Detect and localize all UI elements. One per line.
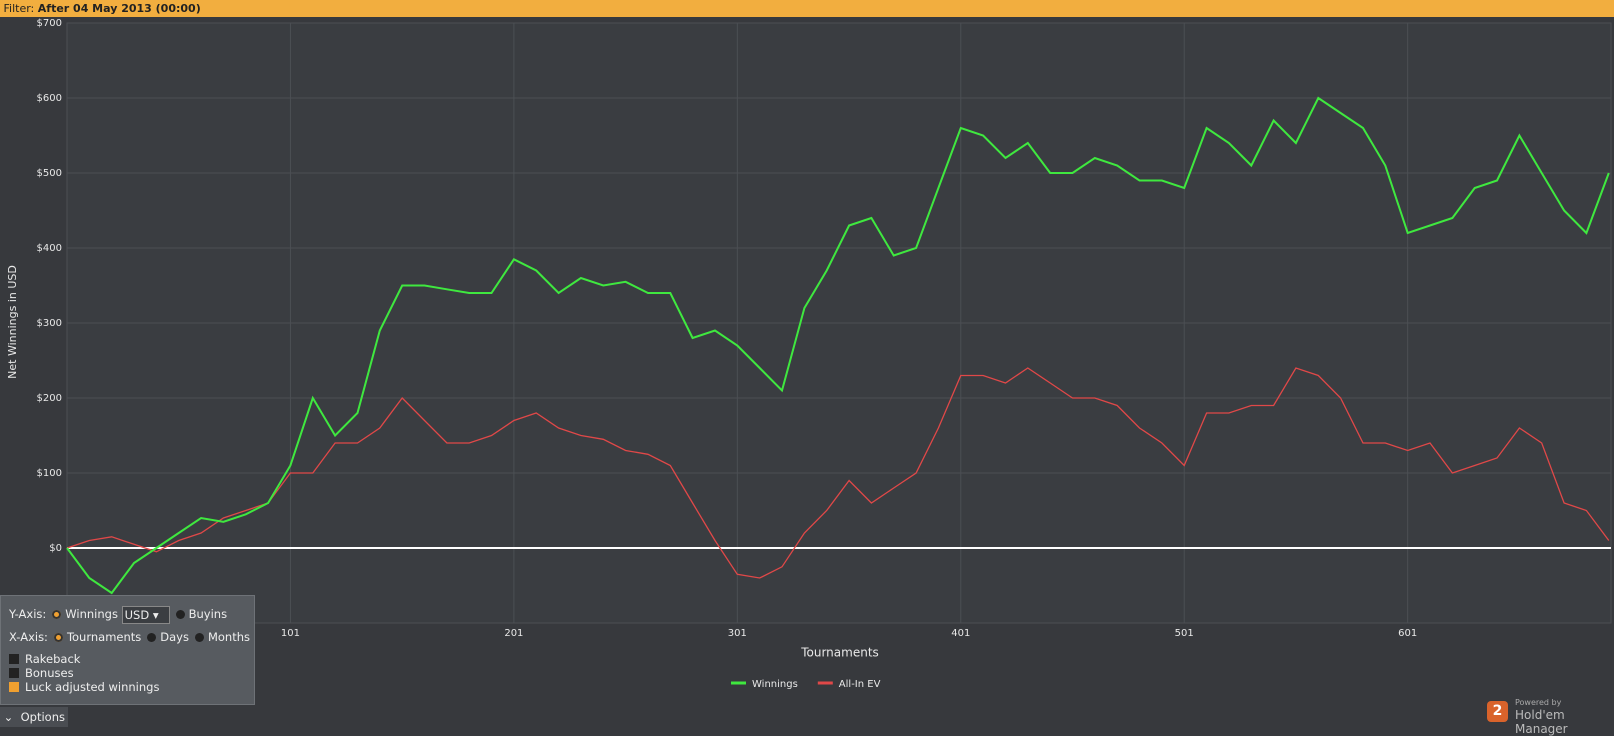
y-tick-label: $0 (49, 543, 62, 554)
radio[interactable] (147, 633, 157, 642)
badge: 2 (1487, 701, 1508, 722)
options-text: Options (20, 710, 65, 724)
radio[interactable] (194, 633, 204, 642)
x-tick-label: 201 (504, 628, 523, 639)
checkbox-label: Bonuses (25, 666, 74, 680)
option[interactable]: Tournaments (66, 630, 142, 644)
product: Hold'em Manager (1515, 708, 1568, 736)
y-tick-label: $400 (37, 243, 62, 254)
series-line (66, 367, 1610, 579)
option[interactable]: Buyins (188, 607, 228, 621)
powered-by: Powered by (1515, 698, 1562, 707)
y-tick-label: $200 (37, 393, 62, 404)
checkbox-row[interactable]: Luck adjusted winnings (9, 680, 159, 694)
checkbox[interactable] (9, 654, 19, 664)
legend-label: All-In EV (839, 679, 881, 690)
currency: USD (124, 607, 150, 622)
y-tick-label: $100 (37, 468, 62, 479)
x-tick-label: 601 (1398, 628, 1417, 639)
option[interactable]: Months (207, 630, 251, 644)
option[interactable]: Days (160, 630, 189, 644)
x-axis-row: X-Axis: Tournaments Days Months (9, 627, 250, 647)
branding: 2 Powered by Hold'em Manager (1487, 697, 1614, 736)
y-tick-label: $500 (37, 168, 62, 179)
radio[interactable] (53, 633, 63, 642)
options-panel: Y-Axis: Winnings USD ▾ Buyins X-Axis: Tourn… (0, 595, 255, 705)
x-tick-label: 401 (951, 628, 970, 639)
checkbox-row[interactable]: Rakeback (9, 652, 80, 666)
checkbox-row[interactable]: Bonuses (9, 666, 74, 680)
checkbox-label: Luck adjusted winnings (25, 680, 160, 694)
filter-label: Filter: (3, 2, 35, 15)
x-tick-label: 301 (728, 628, 747, 639)
x-tick-label: 101 (281, 628, 300, 639)
x-tick-label: 501 (1175, 628, 1194, 639)
options-toggle[interactable]: ⌄ Options (0, 707, 68, 727)
filter-value: After 04 May 2013 (00:00) (37, 2, 201, 15)
radio[interactable] (52, 610, 62, 619)
y-tick-label: $600 (37, 93, 62, 104)
y-axis-label: Net Winnings in USD (6, 265, 19, 379)
x-axis-caption: X-Axis: (9, 630, 48, 644)
radio[interactable] (175, 610, 185, 619)
y-axis-caption: Y-Axis: (9, 607, 47, 621)
y-axis-row: Y-Axis: Winnings USD ▾ Buyins (9, 604, 227, 624)
checkbox-label: Rakeback (25, 652, 81, 666)
x-axis-label: Tournaments (800, 646, 879, 660)
checkbox[interactable] (9, 682, 19, 692)
checkbox[interactable] (9, 668, 19, 678)
legend-label: Winnings (752, 679, 798, 690)
series-line (66, 96, 1610, 595)
option[interactable]: Winnings (65, 607, 118, 621)
y-tick-label: $300 (37, 318, 62, 329)
currency-select[interactable]: USD ▾ (121, 605, 170, 624)
y-tick-label: $700 (37, 18, 62, 29)
filter-bar: Filter: After 04 May 2013 (00:00) (0, 0, 1614, 17)
